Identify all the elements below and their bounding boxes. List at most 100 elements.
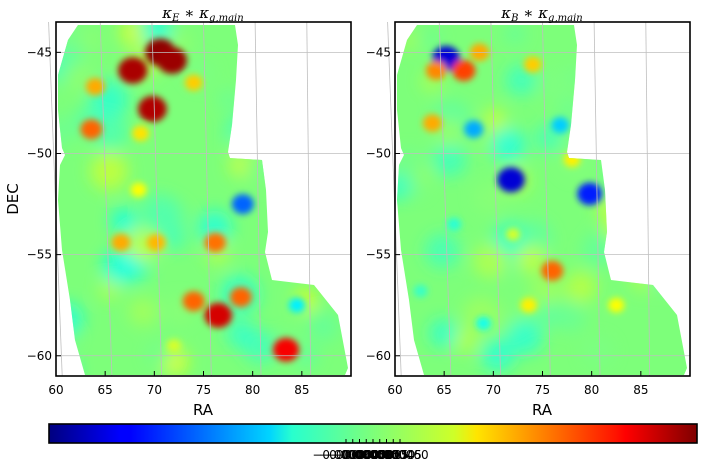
y-tick-label: −45 bbox=[27, 45, 52, 59]
y-tick-label: −45 bbox=[366, 45, 391, 59]
background-fluctuation bbox=[539, 69, 573, 103]
background-fluctuation bbox=[652, 262, 683, 292]
kappa-feature bbox=[541, 260, 564, 281]
background-fluctuation bbox=[504, 25, 526, 45]
background-fluctuation bbox=[572, 118, 602, 148]
kappa-feature bbox=[138, 95, 167, 123]
kappa-feature bbox=[577, 182, 603, 206]
kappa-feature bbox=[130, 182, 147, 198]
y-tick-label: −50 bbox=[27, 146, 52, 160]
background-fluctuation bbox=[331, 167, 348, 195]
kappa-feature bbox=[288, 297, 306, 313]
background-fluctuation bbox=[453, 328, 478, 353]
background-fluctuation bbox=[664, 257, 687, 280]
y-tick-label: −60 bbox=[27, 349, 52, 363]
kappa-feature bbox=[551, 117, 570, 134]
background-fluctuation bbox=[473, 181, 507, 215]
background-fluctuation bbox=[397, 172, 413, 201]
background-fluctuation bbox=[505, 64, 537, 96]
x-tick-label: 65 bbox=[98, 383, 113, 397]
background-fluctuation bbox=[58, 25, 84, 51]
right-panel-title: κB ∗ κg,main bbox=[500, 4, 582, 24]
background-fluctuation bbox=[248, 102, 277, 131]
grid-line-ra bbox=[438, 21, 452, 377]
grid-line-ra bbox=[542, 21, 551, 377]
kappa-feature bbox=[563, 152, 581, 168]
kappa-feature bbox=[464, 120, 484, 138]
background-fluctuation bbox=[555, 302, 586, 333]
colorbar-tick-label: −0.000030 bbox=[326, 448, 393, 462]
background-fluctuation bbox=[490, 127, 526, 163]
background-fluctuation bbox=[420, 29, 442, 51]
kappa-feature bbox=[146, 234, 166, 251]
colorbar-tick-label: 0.000015 bbox=[351, 448, 408, 462]
grid-line-ra bbox=[99, 21, 113, 377]
grid-line-ra bbox=[490, 21, 501, 377]
kappa-feature bbox=[413, 284, 428, 298]
kappa-feature bbox=[80, 119, 103, 140]
background-fluctuation bbox=[605, 40, 641, 77]
background-fluctuation bbox=[146, 341, 174, 369]
x-tick-label: 85 bbox=[633, 383, 648, 397]
background-fluctuation bbox=[584, 90, 615, 120]
background-fluctuation bbox=[424, 233, 461, 269]
background-fluctuation bbox=[218, 89, 239, 111]
colorbar: −0.000060−0.000045−0.000030−0.0000150.00… bbox=[48, 423, 698, 462]
y-axis-label: DEC bbox=[4, 183, 22, 215]
y-tick-label: −55 bbox=[27, 248, 52, 262]
background-fluctuation bbox=[58, 302, 84, 336]
colorbar-tick-label: −0.000060 bbox=[312, 448, 379, 462]
background-fluctuation bbox=[517, 245, 546, 274]
background-fluctuation bbox=[581, 232, 617, 267]
x-tick-label: 60 bbox=[48, 383, 63, 397]
grid-line-ra bbox=[151, 21, 162, 377]
colorbar-tick-label: 0.000030 bbox=[358, 448, 415, 462]
background-fluctuation bbox=[605, 172, 646, 213]
grid-line-ra bbox=[593, 21, 601, 377]
right-axes-frame bbox=[394, 21, 691, 377]
grid-line-ra bbox=[203, 21, 212, 377]
background-fluctuation bbox=[535, 301, 562, 328]
colorbar-tick-label: 0.000060 bbox=[371, 448, 428, 462]
background-fluctuation bbox=[254, 50, 293, 90]
background-fluctuation bbox=[399, 30, 420, 51]
kappa-feature bbox=[520, 297, 537, 313]
kappa-feature bbox=[166, 339, 182, 353]
background-fluctuation bbox=[620, 74, 650, 105]
grid-line-ra bbox=[645, 21, 651, 377]
background-fluctuation bbox=[58, 357, 79, 375]
x-tick-label: 70 bbox=[486, 383, 501, 397]
kappa-feature bbox=[118, 57, 148, 84]
background-fluctuation bbox=[288, 125, 315, 152]
kappa-feature bbox=[422, 114, 442, 132]
x-tick-label: 65 bbox=[437, 383, 452, 397]
background-fluctuation bbox=[530, 274, 562, 307]
background-fluctuation bbox=[565, 271, 597, 303]
background-fluctuation bbox=[651, 262, 678, 289]
colorbar-tick-label: 0.000045 bbox=[365, 448, 422, 462]
kappa-feature bbox=[523, 56, 542, 73]
left-panel-title: κE ∗ κg,main bbox=[161, 4, 243, 24]
background-fluctuation bbox=[630, 265, 657, 293]
x-tick-label: 75 bbox=[196, 383, 211, 397]
colorbar-tick-label: −0.000045 bbox=[319, 448, 386, 462]
kappa-feature bbox=[446, 217, 462, 231]
kappa-feature bbox=[111, 233, 131, 252]
background-fluctuation bbox=[634, 114, 669, 149]
background-fluctuation bbox=[90, 152, 129, 191]
kappa-feature bbox=[157, 46, 187, 74]
background-fluctuation bbox=[91, 113, 129, 151]
kappa-feature bbox=[426, 61, 447, 80]
background-fluctuation bbox=[295, 344, 319, 369]
background-fluctuation bbox=[473, 243, 509, 278]
x-tick-label: 70 bbox=[147, 383, 162, 397]
background-fluctuation bbox=[609, 148, 647, 186]
x-tick-label: 80 bbox=[245, 383, 260, 397]
background-fluctuation bbox=[330, 239, 348, 273]
background-fluctuation bbox=[620, 171, 658, 210]
background-fluctuation bbox=[397, 147, 424, 178]
background-fluctuation bbox=[483, 107, 506, 130]
kappa-feature bbox=[229, 287, 252, 308]
colorbar-tick-label: −0.000015 bbox=[333, 448, 400, 462]
background-fluctuation bbox=[139, 25, 174, 46]
